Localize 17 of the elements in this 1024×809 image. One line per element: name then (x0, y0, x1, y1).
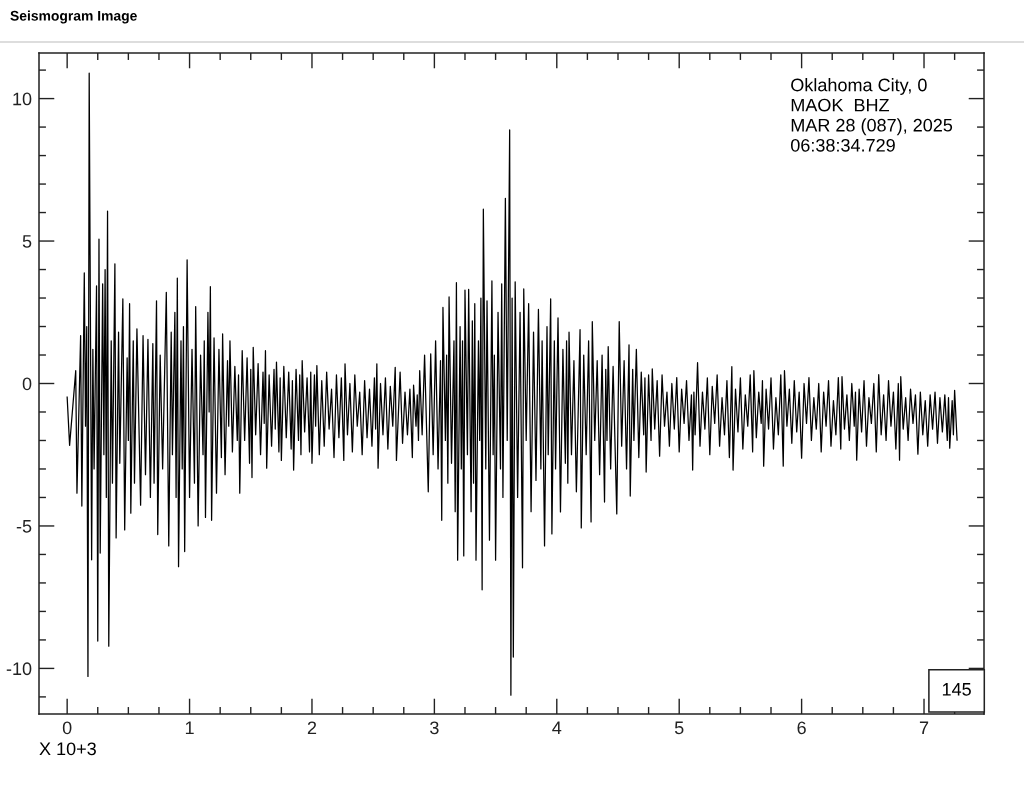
x-axis-title: X 10+3 (39, 742, 96, 756)
y-tick-label: 5 (22, 235, 32, 248)
x-tick-label: 6 (797, 721, 806, 735)
x-tick-label: 3 (430, 721, 439, 735)
y-tick-label: 10 (13, 92, 32, 106)
y-tick-label: -5 (16, 520, 32, 533)
x-tick-label: 4 (552, 721, 562, 735)
chart-title: Seismogram Image (10, 10, 137, 24)
x-tick-label: 0 (62, 721, 72, 735)
x-tick-label: 1 (185, 721, 194, 735)
x-tick-label: 5 (674, 721, 684, 735)
y-tick-label: 0 (22, 377, 32, 391)
annotation: 145 (942, 683, 971, 696)
x-tick-label: 7 (919, 721, 929, 735)
y-tick-label: -10 (6, 662, 32, 676)
x-tick-label: 2 (307, 721, 317, 735)
annotation: Oklahoma City, 0 MAOK BHZ MAR 28 (087), 2025 06:38:34.729 (790, 78, 953, 152)
